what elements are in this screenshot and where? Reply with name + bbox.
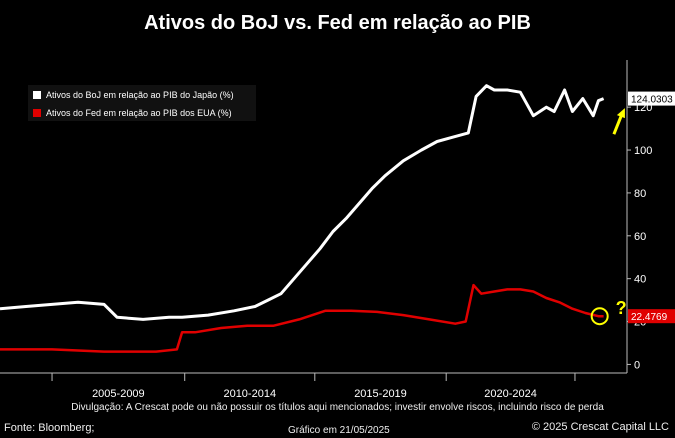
last-value-tag-fed [628,309,675,324]
series-line-fed [0,283,604,353]
x-tick-label-2: 2015-2019 [354,388,407,400]
legend-swatch-boj [33,91,41,99]
last-value-tag-boj [628,91,675,106]
chart-title: Ativos do BoJ vs. Fed em relação ao PIB [144,12,531,34]
series-line-boj [0,84,605,321]
y-tick-label-100: 100 [634,145,652,157]
x-tick-label-0: 2005-2009 [92,388,145,400]
x-tick-label-1: 2010-2014 [223,388,276,400]
annotation-arrow-shaft [612,113,624,135]
y-tick-label-60: 60 [634,231,646,243]
y-tick-label-0: 0 [634,359,640,371]
legend: Ativos do BoJ em relação ao PIB do Japão… [28,85,256,121]
annotation-question-mark: ? [616,298,627,318]
y-tick-label-80: 80 [634,188,646,200]
chart-date-text: Gráfico em 21/05/2025 [288,425,390,436]
x-tick-label-3: 2020-2024 [484,388,537,400]
legend-label-fed: Ativos do Fed em relação ao PIB dos EUA … [46,108,232,118]
annotation-arrow-head [616,108,625,119]
source-text: Fonte: Bloomberg; [4,422,95,434]
disclaimer-text: Divulgação: A Crescat pode ou não possui… [71,402,604,413]
last-value-label-fed: 22.4769 [631,312,668,323]
legend-item-boj: Ativos do BoJ em relação ao PIB do Japão… [28,87,256,103]
copyright-text: © 2025 Crescat Capital LLC [531,421,669,433]
last-value-label-boj: 124.0303 [631,95,673,106]
legend-label-boj: Ativos do BoJ em relação ao PIB do Japão… [46,90,234,100]
annotation-circle [590,307,609,326]
legend-swatch-fed [33,109,41,117]
y-tick-label-40: 40 [634,274,646,286]
legend-item-fed: Ativos do Fed em relação ao PIB dos EUA … [28,105,256,121]
